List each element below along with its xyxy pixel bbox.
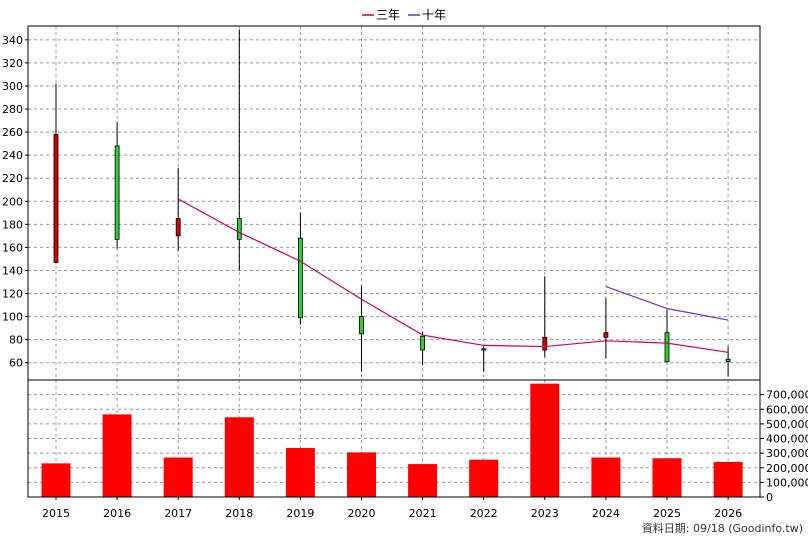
candle-2016: [114, 121, 120, 249]
volume-tick-label: 0: [766, 491, 773, 504]
volume-bar-2016: [102, 414, 132, 497]
price-tick-label: 60: [9, 357, 23, 370]
x-tick-label-2017: 2017: [164, 507, 192, 520]
price-grid: [28, 26, 760, 497]
price-tick-label: 340: [2, 34, 23, 47]
x-tick-label-2023: 2023: [531, 507, 559, 520]
volume-tick-label: 700,000: [766, 389, 808, 402]
volume-bar-2024: [591, 457, 621, 497]
price-tick-label: 240: [2, 149, 23, 162]
price-tick-label: 80: [9, 334, 23, 347]
candle-2023: [542, 276, 548, 357]
volume-bar-2020: [347, 452, 376, 497]
candle-body: [664, 332, 670, 362]
volume-grid: [28, 394, 760, 483]
price-tick-label: 180: [2, 218, 23, 231]
candle-body: [359, 316, 364, 335]
volume-bar-2022: [469, 459, 499, 497]
candles: [53, 29, 731, 377]
price-panel-frame: [27, 25, 761, 381]
volume-bar-2017: [163, 457, 193, 497]
x-tick-label-2026: 2026: [714, 507, 742, 520]
price-tick-label: 100: [2, 311, 23, 324]
candle-2021: [420, 331, 426, 366]
candle-2019: [297, 212, 303, 325]
volume-bar-2023: [530, 383, 560, 497]
volume-bar-2026: [713, 461, 743, 497]
price-tick-label: 120: [2, 288, 23, 301]
volume-tick-label: 200,000: [766, 462, 808, 475]
candle-2024: [603, 298, 609, 359]
price-tick-label: 300: [2, 80, 23, 93]
price-tick-label: 260: [2, 126, 23, 139]
candle-body: [420, 335, 426, 351]
x-tick-label-2025: 2025: [653, 507, 681, 520]
price-tick-label: 140: [2, 264, 23, 277]
candle-body: [175, 218, 181, 237]
legend-label-2: 十年: [422, 8, 446, 22]
volume-bar-2025: [652, 458, 682, 497]
price-tick-label: 320: [2, 57, 23, 70]
candle-body: [297, 237, 303, 319]
volume-bar-2018: [224, 417, 254, 497]
candle-2025: [664, 309, 670, 363]
x-axis: 2015 2016 2017 2018 2019 2020 2021 2022 2023 2024…: [42, 497, 742, 520]
series-line-1: [177, 198, 729, 353]
x-tick-label-2016: 2016: [103, 507, 131, 520]
candle-body: [114, 145, 120, 240]
volume-tick-label: 300,000: [766, 447, 808, 460]
x-tick-label-2018: 2018: [225, 507, 253, 520]
candle-2018: [236, 29, 242, 271]
x-tick-label-2019: 2019: [286, 507, 314, 520]
volume-tick-label: 400,000: [766, 433, 808, 446]
volume-panel-frame: [27, 379, 761, 498]
x-tick-label-2021: 2021: [409, 507, 437, 520]
price-tick-label: 160: [2, 241, 23, 254]
volume-tick-label: 500,000: [766, 418, 808, 431]
source-note: 資料日期: 09/18 (Goodinfo.tw): [642, 521, 803, 535]
series-line-2: [605, 286, 729, 321]
volume-bar-2021: [408, 464, 438, 497]
candle-2017: [175, 167, 181, 251]
volume-bar-2019: [285, 448, 315, 497]
volume-tick-label: 100,000: [766, 476, 808, 489]
moving-average-lines: [177, 198, 729, 353]
x-tick-label-2022: 2022: [470, 507, 498, 520]
price-tick-label: 220: [2, 172, 23, 185]
legend-label-1: 三年: [376, 8, 400, 22]
legend: 三年 十年: [362, 8, 446, 22]
x-tick-label-2020: 2020: [348, 507, 376, 520]
candle-body: [603, 332, 609, 338]
candle-2022: [481, 346, 487, 372]
price-y-axis: 60 80 100 120 140 160 180 200 220 240 260 280 300 320…: [2, 34, 28, 370]
candle-body: [236, 218, 242, 240]
volume-tick-label: 600,000: [766, 403, 808, 416]
x-tick-label-2024: 2024: [592, 507, 620, 520]
price-tick-label: 280: [2, 103, 23, 116]
candle-2026: [725, 346, 731, 377]
candle-body: [725, 358, 731, 362]
volume-bar-2015: [41, 463, 71, 497]
volume-bars: [41, 383, 743, 497]
price-tick-label: 200: [2, 195, 23, 208]
plot-frames: [27, 25, 761, 498]
candle-2015: [53, 83, 59, 264]
candle-body: [53, 133, 59, 263]
x-tick-label-2015: 2015: [42, 507, 70, 520]
candle-body: [542, 336, 548, 351]
candle-body: [481, 348, 487, 351]
